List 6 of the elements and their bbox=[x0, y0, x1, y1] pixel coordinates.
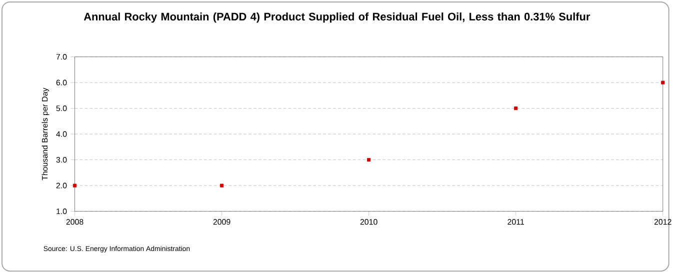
point bbox=[72, 184, 77, 188]
point bbox=[367, 158, 371, 162]
point bbox=[514, 106, 518, 110]
point bbox=[220, 184, 224, 188]
point bbox=[661, 80, 665, 84]
chart-title: Annual Rocky Mountain (PADD 4) Product Supplied of Residual Fuel Oil, Less than 0.31% Sulfur bbox=[84, 12, 590, 23]
